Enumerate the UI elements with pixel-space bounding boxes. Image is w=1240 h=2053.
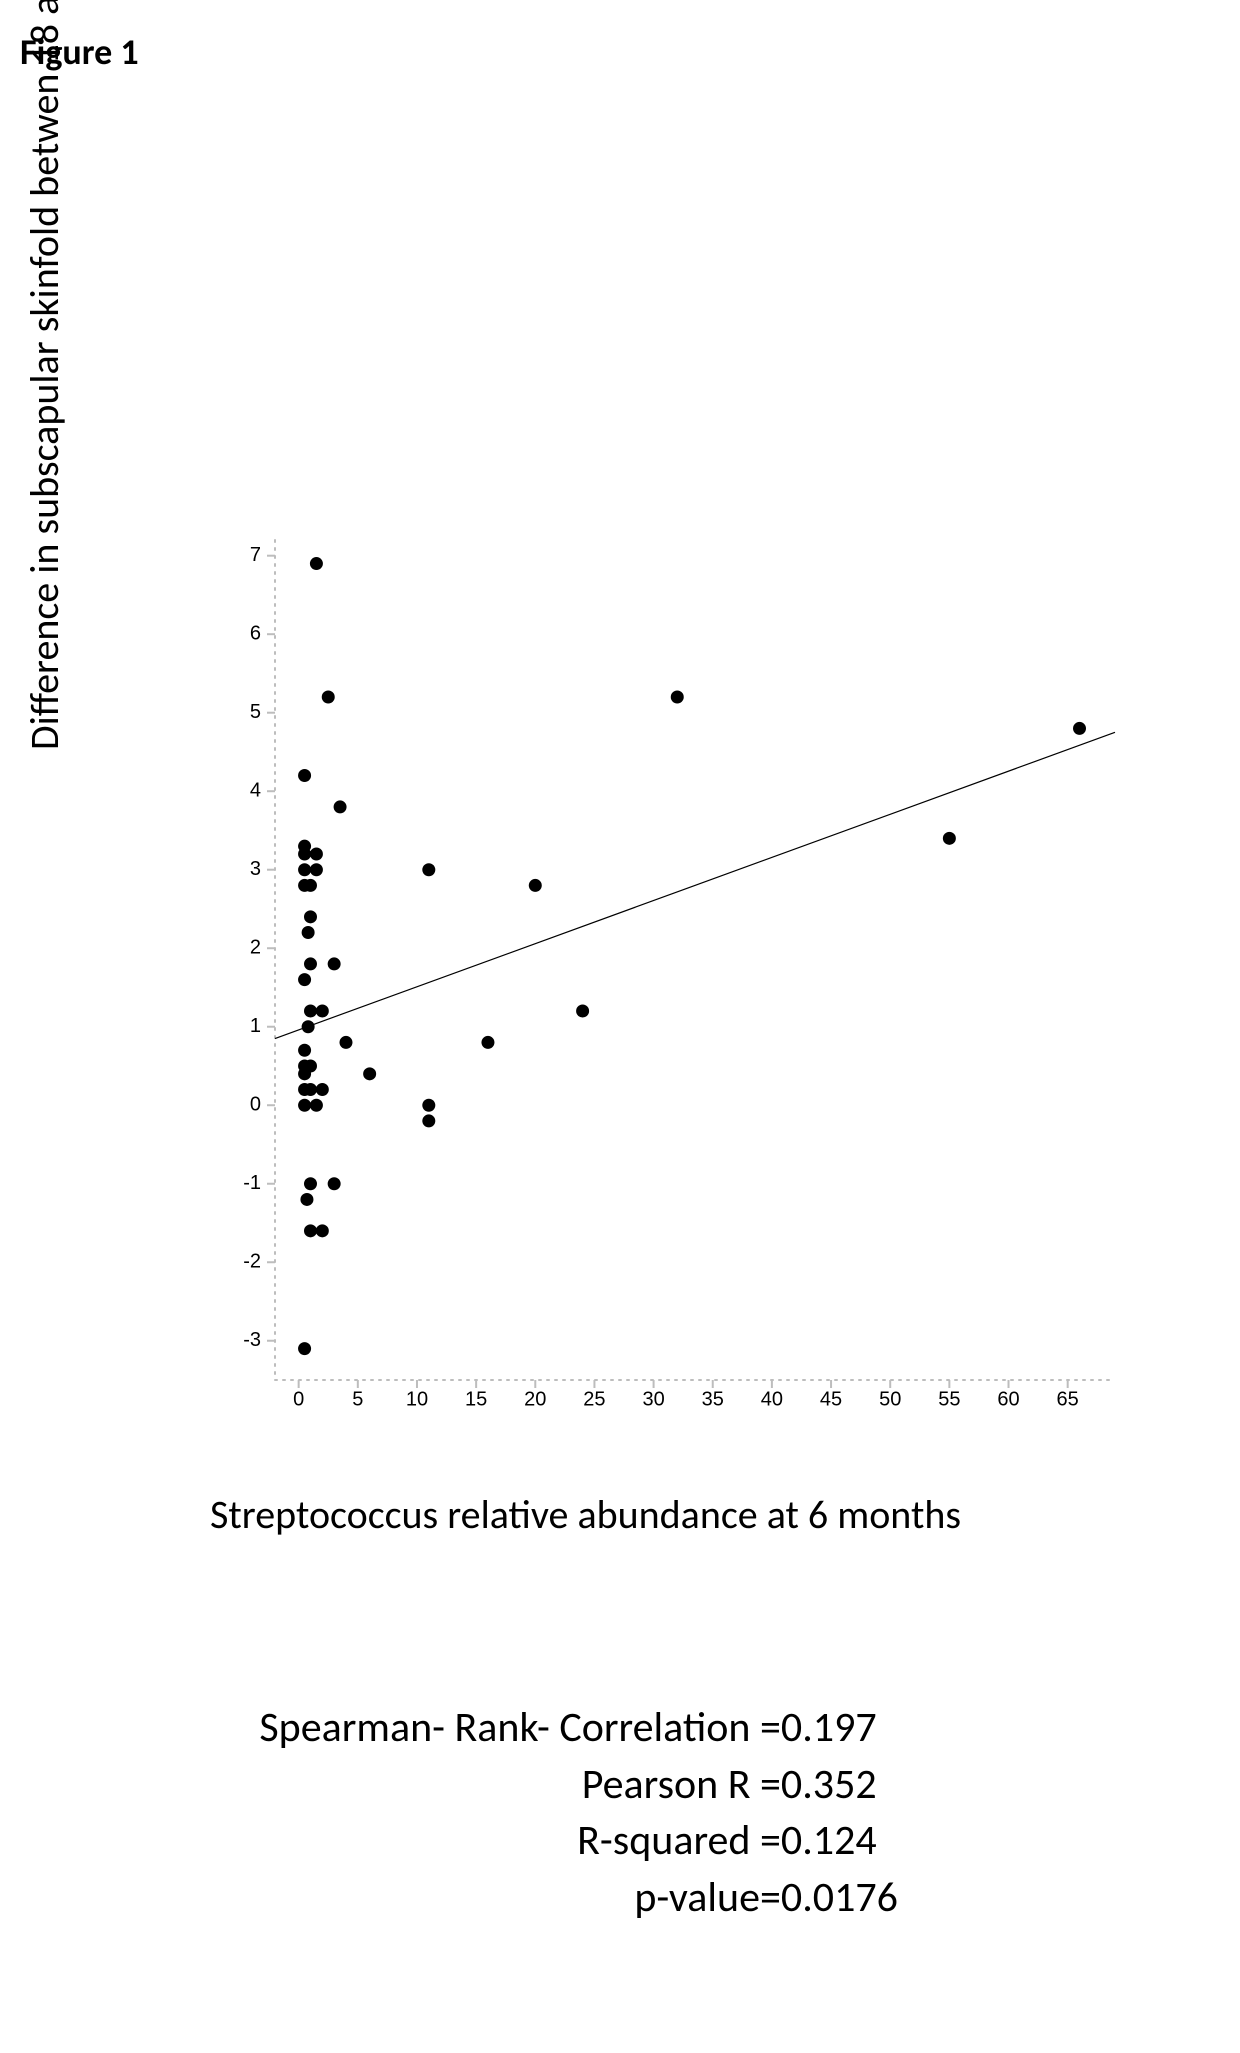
svg-text:3: 3: [250, 858, 261, 880]
svg-text:10: 10: [406, 1389, 428, 1411]
stat-label: Pearson R: [180, 1757, 760, 1814]
svg-text:55: 55: [938, 1389, 960, 1411]
svg-text:5: 5: [250, 701, 261, 723]
svg-text:4: 4: [250, 779, 261, 801]
x-axis-label: Streptococcus relative abundance at 6 mo…: [210, 1490, 961, 1539]
svg-text:0: 0: [250, 1094, 261, 1116]
stat-value: 0.0176: [781, 1870, 898, 1927]
scatter-plot: -3-2-10123456705101520253035404550556065: [190, 520, 1140, 1440]
svg-text:35: 35: [702, 1389, 724, 1411]
svg-text:65: 65: [1057, 1389, 1079, 1411]
svg-text:-2: -2: [243, 1251, 261, 1273]
equals-sign: =: [760, 1870, 781, 1927]
svg-text:-3: -3: [243, 1329, 261, 1351]
y-axis-label: Difference in subscapular skinfold betwe…: [20, 0, 69, 750]
svg-text:6: 6: [250, 622, 261, 644]
svg-text:5: 5: [352, 1389, 363, 1411]
svg-text:60: 60: [997, 1389, 1019, 1411]
stat-value: 0.124: [781, 1813, 877, 1870]
svg-text:15: 15: [465, 1389, 487, 1411]
stat-label: R-squared: [180, 1813, 760, 1870]
stats-block: Spearman- Rank- Correlation = 0.197 Pear…: [180, 1700, 1060, 1927]
svg-text:25: 25: [583, 1389, 605, 1411]
svg-text:50: 50: [879, 1389, 901, 1411]
stat-spearman: Spearman- Rank- Correlation = 0.197: [180, 1700, 1060, 1757]
stat-value: 0.352: [781, 1757, 877, 1814]
svg-text:45: 45: [820, 1389, 842, 1411]
svg-text:20: 20: [524, 1389, 546, 1411]
stat-rsquared: R-squared = 0.124: [180, 1813, 1060, 1870]
equals-sign: =: [760, 1700, 781, 1757]
stat-pearson: Pearson R = 0.352: [180, 1757, 1060, 1814]
stat-pvalue: p-value = 0.0176: [180, 1870, 1060, 1927]
stat-label: p-value: [180, 1870, 760, 1927]
stat-value: 0.197: [781, 1700, 877, 1757]
svg-text:30: 30: [642, 1389, 664, 1411]
svg-text:7: 7: [250, 544, 261, 566]
svg-text:40: 40: [761, 1389, 783, 1411]
svg-text:1: 1: [250, 1015, 261, 1037]
equals-sign: =: [760, 1813, 781, 1870]
plot-svg: -3-2-10123456705101520253035404550556065: [190, 520, 1140, 1440]
svg-text:0: 0: [293, 1389, 304, 1411]
figure-page: Figure 1 Difference in subscapular skinf…: [0, 0, 1240, 2053]
stat-label: Spearman- Rank- Correlation: [180, 1700, 760, 1757]
equals-sign: =: [760, 1757, 781, 1814]
svg-text:2: 2: [250, 937, 261, 959]
svg-text:-1: -1: [243, 1172, 261, 1194]
